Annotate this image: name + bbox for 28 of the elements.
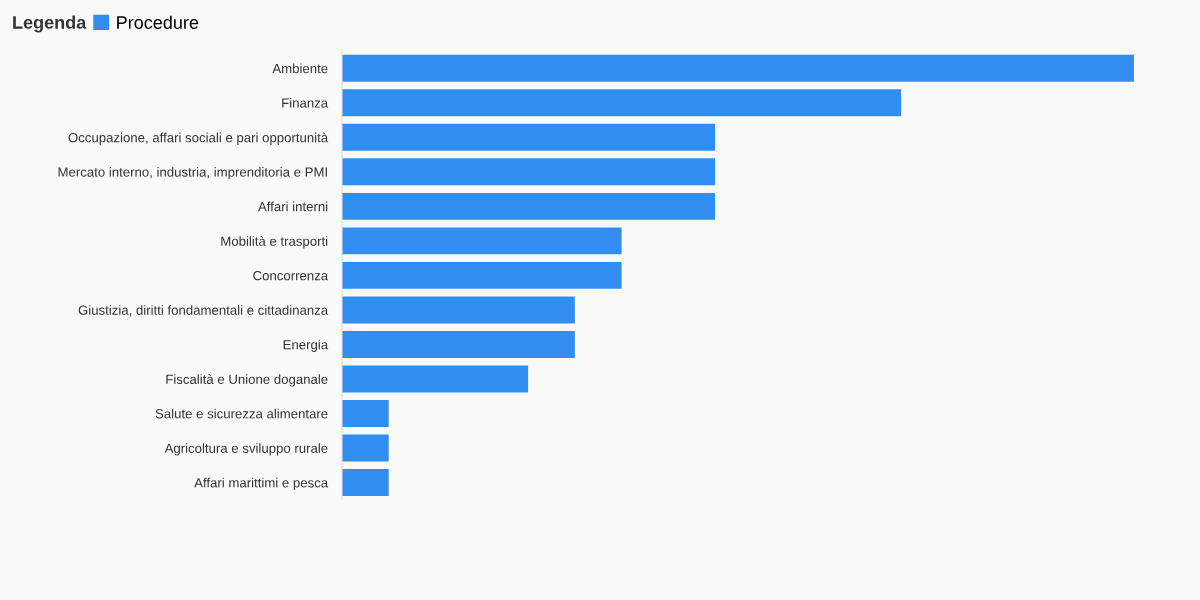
bar (342, 227, 622, 255)
bar (342, 89, 902, 117)
bar (342, 192, 716, 220)
y-tick-label: Ambiente (272, 63, 328, 74)
y-tick-label: Mercato interno, industria, imprenditoria e PMI (58, 167, 327, 180)
bar (342, 400, 389, 427)
y-tick-label: Giustizia, diritti fondamentali e cittadinanza (78, 305, 329, 317)
bar (342, 365, 529, 393)
y-tick-label: Finanza (282, 98, 329, 108)
y-tick-label: Mobilità e trasporti (221, 236, 328, 249)
bar (342, 469, 389, 496)
bar (342, 296, 575, 324)
bar (342, 434, 389, 462)
bar (342, 54, 1134, 82)
legend-title: Legenda (13, 15, 87, 33)
y-tick-label: Fiscalità e Unione doganale (166, 374, 328, 387)
bar (342, 123, 716, 151)
legend-label: Procedure (117, 15, 199, 29)
y-tick-label: Salute e sicurezza alimentare (155, 408, 328, 419)
bar (342, 261, 622, 289)
y-tick-label: Occupazione, affari sociali e pari opportunità (68, 132, 329, 145)
bar (342, 158, 716, 186)
bar (342, 330, 575, 358)
y-tick-label: Energia (283, 339, 329, 352)
y-tick-label: Agricoltura e sviluppo rurale (164, 443, 328, 456)
y-tick-label: Affari interni (257, 201, 328, 212)
y-tick-label: Affari marittimi e pesca (194, 477, 329, 491)
y-tick-label: Concorrenza (253, 270, 329, 281)
